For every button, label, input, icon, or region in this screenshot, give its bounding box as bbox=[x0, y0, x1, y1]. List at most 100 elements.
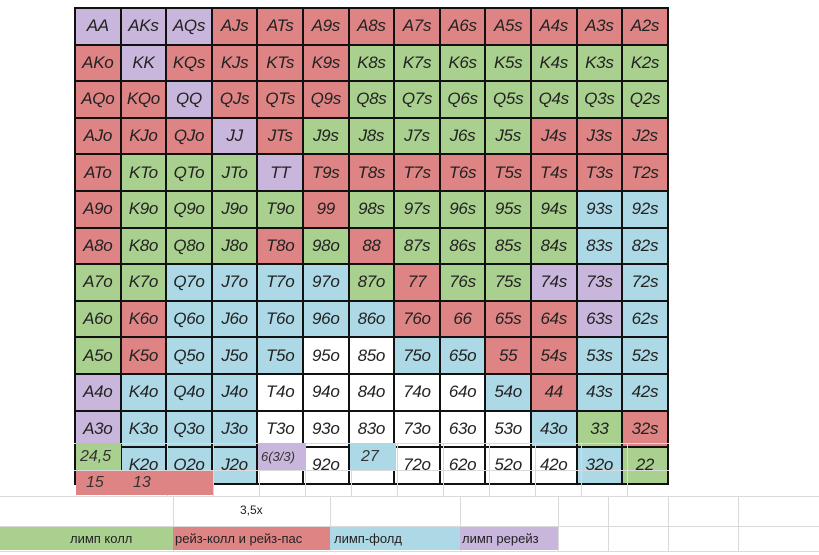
raise-total-a[interactable]: 15 bbox=[86, 474, 104, 491]
hand-cell[interactable]: AKs bbox=[121, 9, 168, 46]
hand-cell[interactable]: J9o bbox=[212, 191, 259, 229]
hand-cell[interactable]: 52o bbox=[486, 448, 532, 485]
hand-cell[interactable]: J6o bbox=[212, 301, 259, 339]
hand-cell[interactable]: 98s bbox=[349, 191, 396, 229]
hand-cell[interactable]: 76s bbox=[440, 265, 487, 302]
hand-cell[interactable]: A3o bbox=[76, 411, 122, 449]
hand-cell[interactable]: 52s bbox=[623, 338, 669, 375]
hand-cell[interactable]: 32o bbox=[577, 448, 624, 485]
raise-total-b[interactable]: 13 bbox=[133, 474, 151, 491]
hand-cell[interactable]: QTs bbox=[258, 82, 304, 119]
hand-cell[interactable]: J4o bbox=[212, 374, 259, 412]
hand-cell[interactable]: JTs bbox=[258, 118, 304, 156]
hand-cell[interactable]: 84o bbox=[349, 374, 396, 412]
hand-cell[interactable]: J3o bbox=[212, 411, 259, 449]
hand-cell[interactable]: A9s bbox=[303, 9, 350, 46]
hand-cell[interactable]: J7o bbox=[212, 265, 259, 302]
hand-cell[interactable]: 77 bbox=[395, 265, 441, 302]
hand-cell[interactable]: 76o bbox=[395, 301, 441, 339]
hand-cell[interactable]: A2s bbox=[623, 9, 669, 46]
hand-cell[interactable]: A4s bbox=[531, 9, 578, 46]
hand-cell[interactable]: KTo bbox=[121, 155, 168, 192]
hand-cell[interactable]: A8s bbox=[349, 9, 396, 46]
hand-cell[interactable]: 72o bbox=[395, 448, 441, 485]
hand-cell[interactable]: T2s bbox=[623, 155, 669, 192]
hand-cell[interactable]: 84s bbox=[531, 228, 578, 266]
hand-cell[interactable]: QJo bbox=[167, 118, 213, 156]
hand-cell[interactable]: JJ bbox=[212, 118, 259, 156]
hand-cell[interactable]: JTo bbox=[212, 155, 259, 192]
hand-cell[interactable]: 42o bbox=[531, 448, 578, 485]
limp-call-total[interactable]: 24,5 bbox=[76, 443, 121, 470]
hand-cell[interactable]: T8s bbox=[349, 155, 396, 192]
hand-cell[interactable]: A7o bbox=[76, 265, 122, 302]
hand-cell[interactable]: K4o bbox=[121, 374, 168, 412]
hand-cell[interactable]: A4o bbox=[76, 374, 122, 412]
hand-cell[interactable]: ATs bbox=[258, 9, 304, 46]
hand-cell[interactable]: 33 bbox=[577, 411, 624, 449]
hand-cell[interactable]: T7o bbox=[258, 265, 304, 302]
hand-cell[interactable]: 42s bbox=[623, 374, 669, 412]
hand-cell[interactable]: KK bbox=[121, 45, 168, 83]
hand-cell[interactable]: Q6s bbox=[440, 82, 487, 119]
limp-reraise-total[interactable]: 6(3/3) bbox=[258, 443, 306, 470]
hand-cell[interactable]: Q3o bbox=[167, 411, 213, 449]
hand-cell[interactable]: J5o bbox=[212, 338, 259, 375]
hand-cell[interactable]: Q4s bbox=[531, 82, 578, 119]
hand-cell[interactable]: 75o bbox=[395, 338, 441, 375]
hand-cell[interactable]: K7s bbox=[395, 45, 441, 83]
hand-cell[interactable]: AJs bbox=[212, 9, 259, 46]
hand-cell[interactable]: 86o bbox=[349, 301, 396, 339]
hand-cell[interactable]: 65s bbox=[486, 301, 532, 339]
hand-cell[interactable]: 22 bbox=[623, 448, 669, 485]
hand-cell[interactable]: 96s bbox=[440, 191, 487, 229]
hand-cell[interactable]: K9s bbox=[303, 45, 350, 83]
hand-cell[interactable]: 54o bbox=[486, 374, 532, 412]
hand-cell[interactable]: 93s bbox=[577, 191, 624, 229]
hand-cell[interactable]: K8o bbox=[121, 228, 168, 266]
hand-cell[interactable]: 53o bbox=[486, 411, 532, 449]
hand-cell[interactable]: KQo bbox=[121, 82, 168, 119]
hand-cell[interactable]: 96o bbox=[303, 301, 350, 339]
hand-cell[interactable]: Q4o bbox=[167, 374, 213, 412]
hand-cell[interactable]: 92s bbox=[623, 191, 669, 229]
hand-cell[interactable]: T9s bbox=[303, 155, 350, 192]
hand-cell[interactable]: K5s bbox=[486, 45, 532, 83]
hand-cell[interactable]: T7s bbox=[395, 155, 441, 192]
hand-cell[interactable]: T9o bbox=[258, 191, 304, 229]
hand-cell[interactable]: 62o bbox=[440, 448, 487, 485]
hand-cell[interactable]: 93o bbox=[303, 411, 350, 449]
hand-cell[interactable]: Q8s bbox=[349, 82, 396, 119]
hand-cell[interactable]: J8s bbox=[349, 118, 396, 156]
hand-cell[interactable]: J2o bbox=[212, 448, 259, 485]
hand-cell[interactable]: K6s bbox=[440, 45, 487, 83]
hand-cell[interactable]: T6s bbox=[440, 155, 487, 192]
hand-cell[interactable]: 55 bbox=[486, 338, 532, 375]
hand-cell[interactable]: A6o bbox=[76, 301, 122, 339]
hand-cell[interactable]: J8o bbox=[212, 228, 259, 266]
hand-cell[interactable]: 97o bbox=[303, 265, 350, 302]
hand-cell[interactable]: Q5s bbox=[486, 82, 532, 119]
hand-cell[interactable]: 75s bbox=[486, 265, 532, 302]
hand-cell[interactable]: T4o bbox=[258, 374, 304, 412]
hand-cell[interactable]: 97s bbox=[395, 191, 441, 229]
hand-cell[interactable]: 83s bbox=[577, 228, 624, 266]
hand-cell[interactable]: AQo bbox=[76, 82, 122, 119]
hand-cell[interactable]: 74o bbox=[395, 374, 441, 412]
hand-cell[interactable]: ATo bbox=[76, 155, 122, 192]
hand-cell[interactable]: AJo bbox=[76, 118, 122, 156]
hand-cell[interactable]: Q3s bbox=[577, 82, 624, 119]
hand-cell[interactable]: 65o bbox=[440, 338, 487, 375]
hand-cell[interactable]: 83o bbox=[349, 411, 396, 449]
hand-cell[interactable]: T4s bbox=[531, 155, 578, 192]
hand-cell[interactable]: AKo bbox=[76, 45, 122, 83]
hand-cell[interactable]: 87s bbox=[395, 228, 441, 266]
hand-cell[interactable]: J3s bbox=[577, 118, 624, 156]
hand-cell[interactable]: T5s bbox=[486, 155, 532, 192]
hand-cell[interactable]: K7o bbox=[121, 265, 168, 302]
hand-cell[interactable]: QQ bbox=[167, 82, 213, 119]
hand-cell[interactable]: J9s bbox=[303, 118, 350, 156]
hand-cell[interactable]: 98o bbox=[303, 228, 350, 266]
hand-cell[interactable]: K3o bbox=[121, 411, 168, 449]
hand-cell[interactable]: J5s bbox=[486, 118, 532, 156]
